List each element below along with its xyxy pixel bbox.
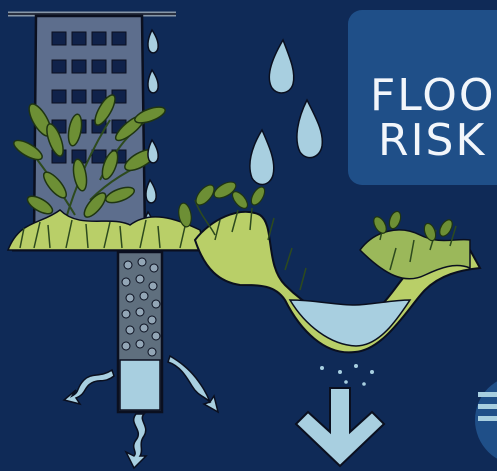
wavy-arrows [62,354,220,470]
raindrop-icon [147,28,159,54]
pond-water [288,299,412,347]
title-badge: FLOOD RISK [348,10,497,185]
raindrop-icon [249,128,275,186]
building-windows [51,31,127,164]
raindrop-icon [145,178,157,204]
title-line-1: FLOOD [370,70,497,121]
down-arrow-icon [294,387,386,468]
wavy-arrow-icon [124,413,148,470]
raindrop-icon [296,98,324,159]
wavy-arrow-icon [62,368,115,406]
edge-badge [475,381,497,459]
wavy-arrow-icon [167,354,220,414]
grass-strip [6,209,206,251]
pond-drips [320,364,374,386]
raindrop-icon [147,138,159,164]
raindrop-icon [147,68,159,94]
swale-basin [178,181,482,354]
soakaway-column [116,250,164,414]
plant-icon [13,94,166,241]
title-line-2: RISK [378,115,486,166]
raindrop-icon [268,38,295,94]
